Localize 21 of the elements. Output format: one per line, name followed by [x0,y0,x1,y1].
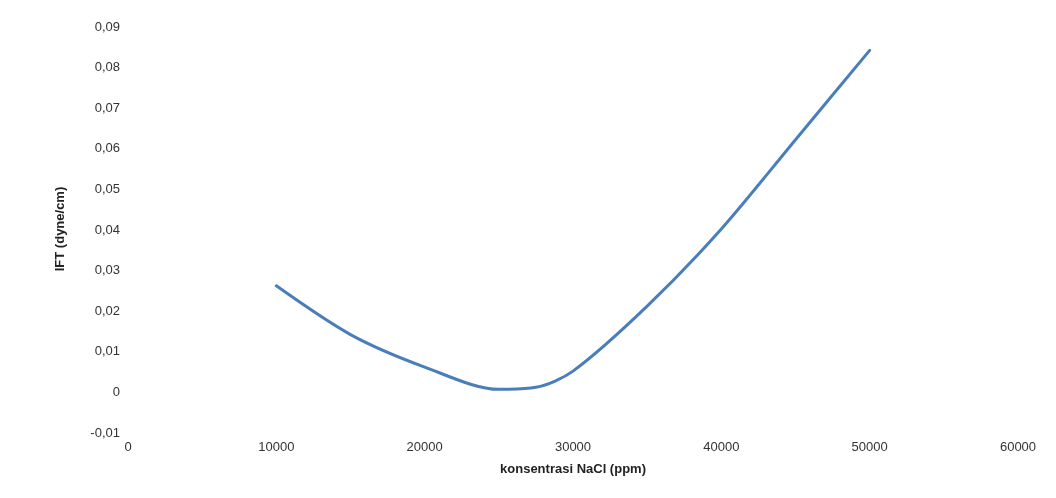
y-tick-label: 0,07 [94,99,120,115]
x-tick-label: 30000 [554,439,592,454]
x-tick-label: 10000 [258,439,295,454]
x-tick-label: 60000 [999,439,1037,454]
y-tick-label: -0,01 [90,424,120,440]
y-tick-label: 0,05 [94,180,120,196]
y-tick-label: 0,06 [94,140,120,156]
x-tick-label: 0 [124,439,132,454]
y-tick-label: 0,02 [94,302,120,318]
y-tick-label: 0,09 [94,18,120,34]
y-tick-label: 0,08 [94,59,120,75]
y-tick-label: 0 [112,383,120,399]
x-axis-title: konsentrasi NaCl (ppm) [500,461,646,476]
y-tick-label: 0,04 [94,221,120,237]
x-tick-label: 50000 [851,439,888,454]
y-axis-title: IFT (dyne/cm) [52,186,67,272]
line-series [274,48,872,391]
y-tick-label: 0,01 [94,343,120,359]
x-tick-label: 40000 [703,439,740,454]
x-tick-label: 20000 [406,439,443,454]
y-tick-label: 0,03 [94,262,120,278]
